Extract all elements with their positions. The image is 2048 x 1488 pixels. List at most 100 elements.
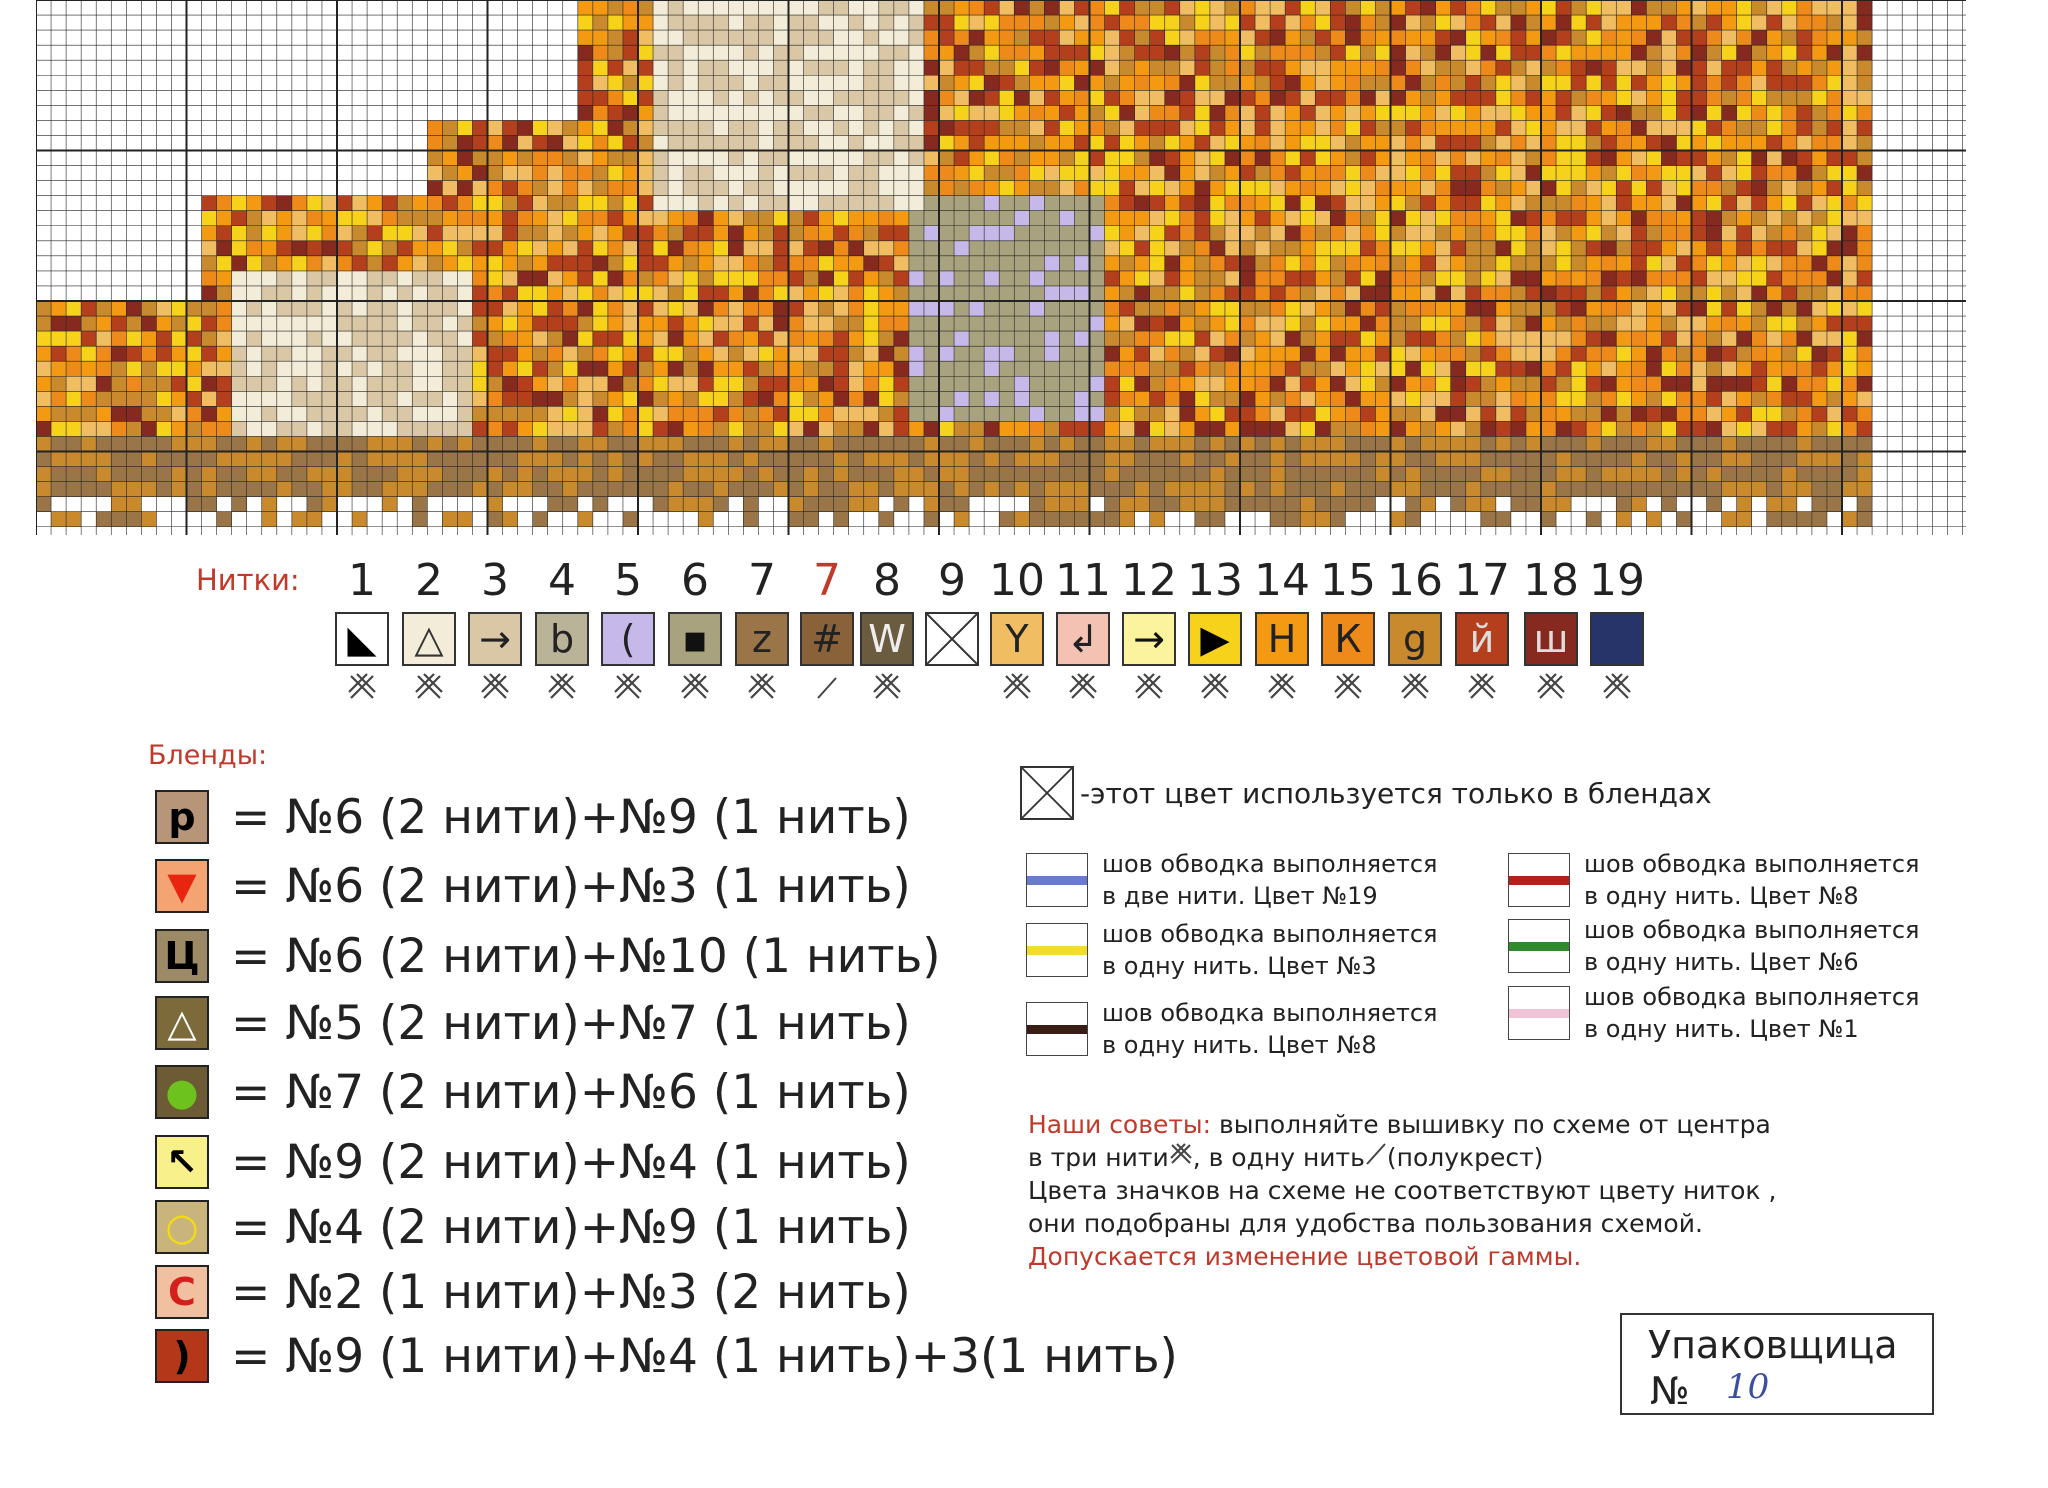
cross-stitch-icon [1051,672,1115,704]
cross-stitch-icon [1450,672,1514,704]
cross-stitch-icon [1519,672,1583,704]
outline-text-line2: в одну нить. Цвет №3 [1102,952,1377,980]
thread-swatch: Y [990,612,1044,666]
packer-handwritten-number: 10 [1726,1367,1770,1407]
blend-only-text: -этот цвет используется только в блендах [1080,776,1712,810]
blend-swatch: ) [155,1329,209,1383]
outline-line [1027,1025,1087,1034]
thread-number: 16 [1387,555,1443,606]
blend-swatch: ↖ [155,1135,209,1189]
thread-20: 19 [1585,556,1649,704]
thread-swatch: g [1388,612,1442,666]
outline-text-line1: шов обводка выполняется [1102,999,1438,1027]
outline-legend-item: шов обводка выполняется в одну нить. Цвет… [1026,997,1437,1061]
blend-formula: = №4 (2 нити)+№9 (1 нить) [231,1199,911,1255]
outline-swatch [1026,923,1088,977]
packer-box: Упаковщица № 10 [1620,1313,1934,1415]
outline-text-line2: в одну нить. Цвет №1 [1584,1015,1859,1043]
blend-row: ● = №7 (2 нити)+№6 (1 нить) [155,1063,911,1121]
thread-swatch: К [1321,612,1375,666]
cross-stitch-icon [663,672,727,704]
thread-number: 10 [989,555,1045,606]
thread-15: 14 Н [1250,556,1314,704]
outline-line [1509,1009,1569,1018]
packer-number-label: № [1650,1369,1690,1413]
blend-swatch: С [155,1265,209,1319]
thread-number: 1 [348,555,376,606]
blend-swatch: Ц [155,929,209,983]
tips-block: Наши советы: выполняйте вышивку по схеме… [1028,1108,1808,1273]
cross-stitch-icon [1585,672,1649,704]
thread-18: 17 й [1450,556,1514,704]
tips-line1: выполняйте вышивку по схеме от центра [1211,1110,1771,1139]
thread-number: 7 [748,555,776,606]
outline-legend-item: шов обводка выполняется в одну нить. Цвет… [1026,918,1437,982]
outline-swatch [1508,919,1570,973]
thread-14: 13 ▶ [1183,556,1247,704]
blend-formula: = №9 (1 нити)+№4 (1 нить)+3(1 нить) [231,1328,1178,1384]
blend-formula: = №2 (1 нити)+№3 (2 нить) [231,1264,911,1320]
cross-stitch-icon [985,672,1049,704]
cross-box-icon [1020,766,1074,820]
thread-1: 1 ◣ [330,556,394,704]
cross-stitch-icon [530,672,594,704]
blends-title: Бленды: [148,740,268,771]
blend-row: р = №6 (2 нити)+№9 (1 нить) [155,788,911,846]
blend-only-note: -этот цвет используется только в блендах [1020,766,1712,820]
blend-row: ) = №9 (1 нити)+№4 (1 нить)+3(1 нить) [155,1327,1178,1385]
outline-legend-item: шов обводка выполняется в две нити. Цвет … [1026,848,1437,912]
tips-line3: Цвета значков на схеме не соответствуют … [1028,1176,1777,1205]
thread-swatch [925,612,979,666]
cross-stitch-icon [1250,672,1314,704]
cross-stitch-icon [1383,672,1447,704]
outline-text-line1: шов обводка выполняется [1102,850,1438,878]
tips-line2c: (полукрест) [1386,1143,1544,1172]
blend-formula: = №6 (2 нити)+№3 (1 нить) [231,858,911,914]
thread-number: 9 [938,555,966,606]
thread-swatch: Н [1255,612,1309,666]
outline-swatch [1026,853,1088,907]
outline-text-line2: в одну нить. Цвет №8 [1584,882,1859,910]
outline-line [1509,876,1569,885]
tips-line2b: , в одну нить [1192,1143,1365,1172]
thread-swatch: z [735,612,789,666]
outline-text-line1: шов обводка выполняется [1102,920,1438,948]
blend-row: ↖ = №9 (2 нити)+№4 (1 нить) [155,1133,911,1191]
cross-stitch-icon [463,672,527,704]
blend-formula: = №9 (2 нити)+№4 (1 нить) [231,1134,911,1190]
outline-text-line2: в одну нить. Цвет №6 [1584,948,1859,976]
thread-swatch: ▶ [1188,612,1242,666]
thread-swatch: b [535,612,589,666]
thread-12: 11 ↲ [1051,556,1115,704]
thread-3: 3 → [463,556,527,704]
thread-17: 16 g [1383,556,1447,704]
thread-6: 6 ▪ [663,556,727,704]
cross-stitch-icon [1316,672,1380,704]
blend-formula: = №5 (2 нити)+№7 (1 нить) [231,995,911,1051]
blend-swatch: ● [155,1065,209,1119]
thread-swatch: ▪ [668,612,722,666]
cross-stitch-icon [730,672,794,704]
blend-formula: = №6 (2 нити)+№10 (1 нить) [231,928,941,984]
outline-text: шов обводка выполняется в одну нить. Цвет… [1102,997,1437,1061]
outline-line [1509,942,1569,951]
tips-line4: они подобраны для удобства пользования с… [1028,1209,1703,1238]
thread-swatch: ( [601,612,655,666]
thread-swatch: W [860,612,914,666]
thread-number: 8 [873,555,901,606]
thread-2: 2 △ [397,556,461,704]
cross-stitch-icon [1169,1143,1193,1172]
outline-swatch [1508,853,1570,907]
blend-row: △ = №5 (2 нити)+№7 (1 нить) [155,994,911,1052]
blend-swatch: ○ [155,1200,209,1254]
thread-number: 7 [813,555,841,606]
tips-line5: Допускается изменение цветовой гаммы. [1028,1242,1582,1271]
outline-legend-item: шов обводка выполняется в одну нить. Цвет… [1508,848,1919,912]
cross-stitch-icon [397,672,461,704]
outline-text-line1: шов обводка выполняется [1584,850,1920,878]
cross-stitch-icon [596,672,660,704]
outline-text: шов обводка выполняется в две нити. Цвет … [1102,848,1437,912]
thread-10: 9 [920,556,984,704]
thread-swatch [1590,612,1644,666]
